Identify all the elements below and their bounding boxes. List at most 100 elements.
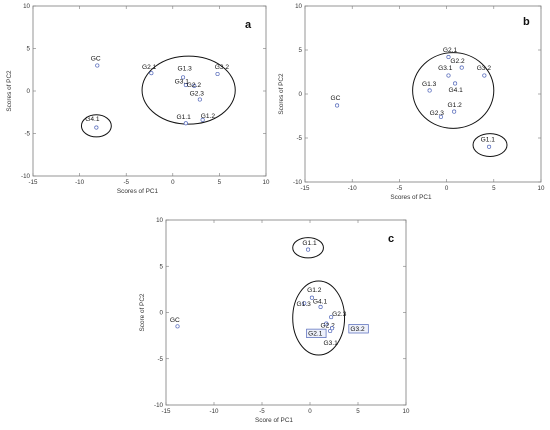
- panel-letter: b: [523, 16, 530, 28]
- point-label: G1.3: [297, 301, 312, 308]
- point-label: G2.3: [190, 90, 205, 97]
- point-label: G2.3: [332, 311, 347, 318]
- y-axis-label: Score of PC2: [139, 293, 146, 331]
- point-label: G4.1: [448, 87, 463, 94]
- x-tick-label: -5: [397, 185, 403, 192]
- x-axis-label: Scores of PC1: [117, 188, 159, 195]
- x-axis-label: Score of PC1: [255, 417, 293, 424]
- y-tick-label: 0: [27, 88, 31, 95]
- data-point: [446, 54, 451, 60]
- y-tick-label: -10: [21, 173, 31, 180]
- data-point: [306, 247, 311, 252]
- data-point: [438, 114, 443, 119]
- x-tick-label: -10: [210, 408, 220, 415]
- data-point: [324, 321, 329, 326]
- x-axis-label: Scores of PC1: [390, 194, 432, 201]
- point-label: G1.2: [307, 287, 322, 294]
- y-tick-label: 5: [160, 263, 164, 270]
- x-tick-label: -5: [259, 408, 265, 415]
- cluster-ellipse: [80, 114, 112, 138]
- data-point: [302, 301, 307, 306]
- x-tick-label: -15: [162, 408, 172, 415]
- data-point: [482, 73, 487, 78]
- y-tick-label: 10: [23, 3, 30, 10]
- x-tick-label: 5: [218, 179, 222, 186]
- cluster-ellipse: [412, 52, 495, 129]
- point-label: G1.3: [177, 66, 192, 73]
- data-point: [318, 304, 323, 310]
- y-tick-label: 5: [27, 46, 31, 53]
- point-label: G3.1: [175, 78, 190, 85]
- point-label: G3.2: [350, 326, 365, 333]
- point-label: G3.2: [215, 64, 230, 71]
- data-point: [330, 326, 335, 331]
- data-point: [452, 109, 457, 114]
- point-label: G2.2: [450, 58, 465, 65]
- point-label: G1.1: [302, 240, 317, 247]
- point-label: G1.1: [481, 137, 496, 144]
- x-tick-label: 0: [308, 408, 312, 415]
- point-label: G1.3: [422, 81, 437, 88]
- plot-frame: [165, 219, 407, 406]
- point-label: G1.2: [448, 102, 463, 109]
- point-label: G4.1: [85, 116, 100, 123]
- point-label: G2.2: [187, 82, 202, 89]
- data-point: [427, 88, 432, 93]
- x-tick-label: 5: [356, 408, 360, 415]
- x-tick-label: 10: [403, 408, 410, 415]
- data-point: [149, 71, 154, 76]
- data-point: [487, 144, 492, 149]
- data-point: [328, 328, 333, 334]
- data-point: [95, 63, 100, 68]
- plot-frame: [32, 5, 267, 177]
- x-tick-label: 0: [445, 185, 449, 192]
- cluster-ellipse: [292, 237, 324, 259]
- x-tick-label: 10: [538, 185, 545, 192]
- data-point: [309, 295, 314, 300]
- point-label: G2.1: [308, 331, 323, 338]
- point-label: G3.2: [477, 65, 492, 72]
- data-point: [446, 73, 451, 78]
- cluster-ellipse: [292, 280, 346, 356]
- point-label: G2.2: [321, 322, 336, 329]
- x-tick-label: -15: [29, 179, 39, 186]
- y-tick-label: 5: [299, 47, 303, 54]
- data-point: [183, 121, 188, 126]
- y-tick-label: 10: [156, 217, 163, 224]
- point-label: GC: [170, 317, 180, 324]
- data-point: [197, 97, 202, 102]
- data-point: [215, 71, 220, 77]
- boxed-label-frame: [348, 324, 369, 334]
- y-tick-label: 0: [299, 91, 303, 98]
- panel-letter: c: [388, 233, 394, 245]
- point-label: G2.3: [430, 110, 445, 117]
- y-tick-label: -5: [157, 356, 163, 363]
- data-point: [459, 65, 464, 70]
- y-tick-label: -10: [293, 179, 303, 186]
- data-point: [175, 324, 180, 329]
- x-tick-label: -10: [348, 185, 358, 192]
- plot-frame: [304, 5, 542, 183]
- cluster-ellipse: [472, 133, 508, 157]
- x-tick-label: -5: [123, 179, 129, 186]
- point-label: G3.1: [438, 65, 453, 72]
- x-tick-label: -10: [75, 179, 85, 186]
- data-point: [329, 315, 334, 320]
- point-label: G2.1: [142, 64, 157, 71]
- panel-letter: a: [245, 19, 252, 31]
- data-point: [453, 81, 458, 86]
- y-tick-label: -5: [24, 131, 30, 138]
- data-point: [200, 117, 205, 122]
- x-tick-label: -15: [301, 185, 311, 192]
- data-point: [94, 125, 99, 130]
- point-label: GC: [330, 95, 340, 102]
- x-tick-label: 0: [171, 179, 175, 186]
- point-label: G3.1: [323, 340, 338, 347]
- data-point: [181, 75, 186, 80]
- y-axis-label: Scores of PC2: [6, 70, 13, 112]
- y-tick-label: -10: [154, 402, 164, 409]
